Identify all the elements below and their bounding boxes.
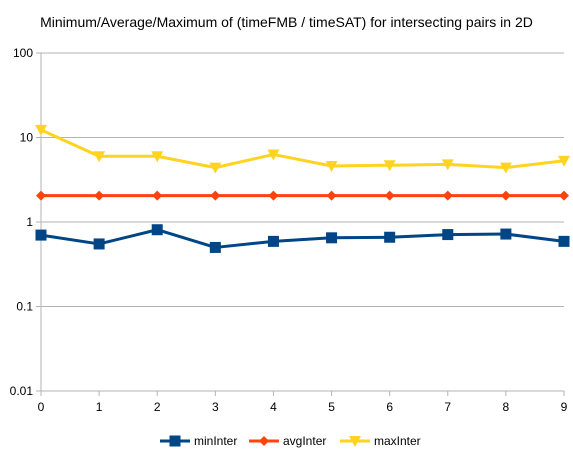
data-point-maxInter (441, 159, 454, 171)
x-tick-label: 4 (270, 400, 277, 414)
data-point-avgInter (152, 190, 163, 201)
data-point-avgInter (210, 190, 221, 201)
x-tick-label: 3 (212, 400, 219, 414)
legend-item-minInter: minInter (160, 434, 237, 448)
y-tick-label: 100 (13, 46, 33, 60)
y-tick-label: 0.01 (10, 384, 34, 398)
data-point-minInter (209, 241, 221, 253)
data-point-minInter (326, 232, 338, 244)
series-avgInter (36, 190, 569, 201)
data-point-maxInter (209, 162, 222, 174)
x-tick-label: 7 (444, 400, 451, 414)
data-point-minInter (500, 228, 512, 240)
x-tick-label: 5 (328, 400, 335, 414)
data-point-avgInter (384, 190, 395, 201)
data-point-maxInter (383, 160, 396, 172)
series-line-maxInter (40, 128, 565, 170)
series-line-minInter (40, 228, 565, 249)
y-tick-label: 10 (20, 131, 34, 145)
data-point-avgInter (268, 190, 279, 201)
data-point-maxInter (93, 151, 106, 163)
legend-marker (259, 436, 269, 446)
axes: 100 10 1 0.1 0.01 0 1 2 3 4 5 6 7 8 9 (10, 46, 568, 414)
gridlines (41, 52, 564, 392)
x-tick-label: 2 (154, 400, 161, 414)
data-point-maxInter (35, 124, 47, 136)
series-minInter (35, 224, 570, 253)
data-point-avgInter (326, 190, 337, 201)
data-point-maxInter (267, 149, 280, 161)
data-point-minInter (267, 235, 279, 247)
data-point-minInter (384, 231, 396, 243)
y-tick-label: 1 (26, 215, 33, 229)
data-point-maxInter (151, 151, 164, 163)
data-point-maxInter (325, 160, 338, 172)
legend-label: maxInter (374, 434, 421, 448)
x-tick-label: 1 (96, 400, 103, 414)
data-point-minInter (93, 238, 105, 250)
data-point-minInter (558, 235, 570, 247)
data-point-avgInter (36, 190, 46, 201)
x-tick-label: 0 (38, 400, 45, 414)
x-tick-label: 8 (503, 400, 510, 414)
legend-marker (349, 436, 361, 447)
data-point-avgInter (442, 190, 453, 201)
y-tick-label: 0.1 (16, 300, 33, 314)
legend-label: minInter (194, 434, 237, 448)
x-tick-label: 6 (386, 400, 393, 414)
legend-item-avgInter: avgInter (249, 434, 326, 448)
x-tick-label: 9 (561, 400, 568, 414)
legend-item-maxInter: maxInter (340, 434, 421, 448)
data-point-maxInter (558, 155, 570, 167)
data-point-minInter (151, 224, 163, 236)
data-point-minInter (35, 229, 47, 241)
chart-title: Minimum/Average/Maximum of (timeFMB / ti… (40, 14, 533, 30)
series-maxInter (35, 124, 570, 174)
data-point-avgInter (559, 190, 569, 201)
data-point-maxInter (499, 162, 512, 174)
data-point-avgInter (500, 190, 511, 201)
legend-label: avgInter (283, 434, 326, 448)
data-point-minInter (442, 229, 454, 241)
series (35, 124, 570, 253)
legend-marker (169, 435, 181, 447)
legend: minInter avgInter maxInter (160, 434, 421, 448)
data-point-avgInter (94, 190, 105, 201)
